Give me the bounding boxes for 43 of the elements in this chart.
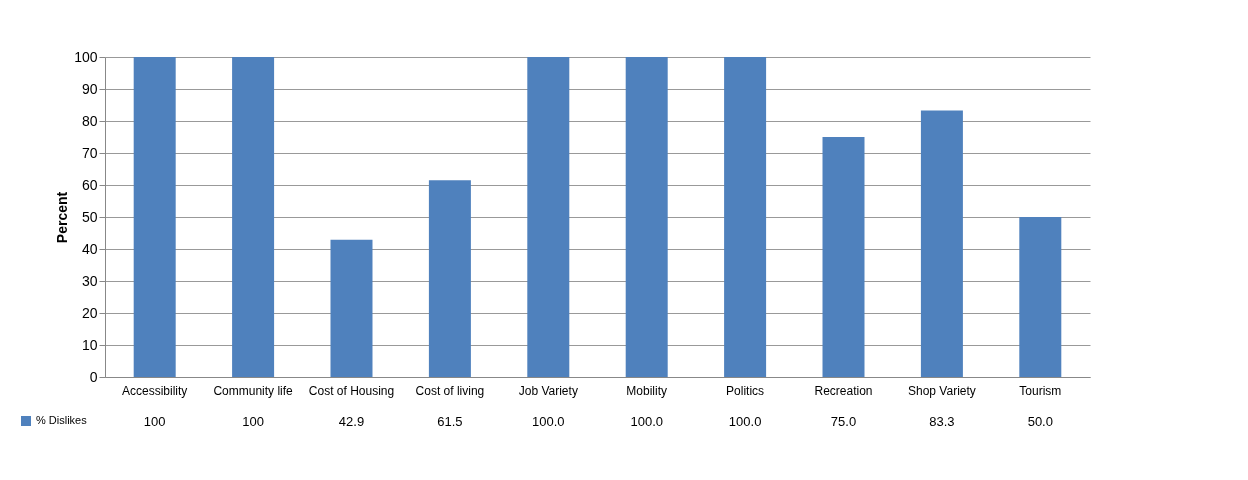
bar: [625, 57, 668, 377]
bar: [232, 57, 275, 377]
x-tick-label: Recreation: [814, 383, 873, 398]
x-tick-label: Tourism: [1019, 383, 1062, 398]
y-tick-label: 60: [81, 176, 98, 193]
data-label: 100: [143, 414, 166, 429]
x-tick-label: Accessibility: [122, 383, 188, 398]
data-label: 75.0: [830, 414, 857, 429]
y-tick-label: 10: [81, 336, 98, 353]
bar: [133, 57, 176, 377]
bar: [724, 57, 767, 377]
legend-label: % Dislikes: [36, 414, 88, 426]
data-label: 100.0: [630, 414, 663, 429]
x-tick-label: Shop Variety: [907, 383, 976, 398]
x-tick-label: Cost of living: [415, 383, 485, 398]
data-label: 50.0: [1027, 414, 1053, 429]
bar: [822, 137, 865, 377]
x-tick-label: Politics: [726, 383, 765, 398]
y-tick-label: 80: [81, 112, 98, 129]
y-axis-title: Percent: [54, 191, 71, 244]
bar: [527, 57, 570, 377]
y-tick-label: 100: [74, 48, 98, 65]
y-tick-label: 90: [81, 80, 98, 97]
data-label: 83.3: [929, 414, 955, 429]
bar: [920, 110, 963, 377]
y-tick-label: 0: [89, 368, 98, 385]
data-label: 61.5: [437, 414, 463, 429]
data-label: 100.0: [728, 414, 762, 429]
bar: [428, 180, 471, 377]
x-tick-label: Job Variety: [518, 383, 578, 398]
y-tick-label: 30: [81, 272, 98, 289]
x-tick-label: Community life: [213, 383, 294, 398]
data-label: 100.0: [532, 414, 565, 429]
bar: [1019, 217, 1062, 377]
data-label: 100: [242, 414, 264, 429]
y-tick-label: 40: [81, 240, 98, 257]
y-tick-label: 20: [81, 304, 98, 321]
x-tick-label: Cost of Housing: [308, 383, 395, 398]
y-tick-label: 50: [81, 208, 98, 225]
y-tick-label: 70: [81, 144, 98, 161]
bar: [330, 239, 373, 377]
x-tick-label: Mobility: [626, 383, 668, 398]
data-label: 42.9: [338, 414, 365, 429]
